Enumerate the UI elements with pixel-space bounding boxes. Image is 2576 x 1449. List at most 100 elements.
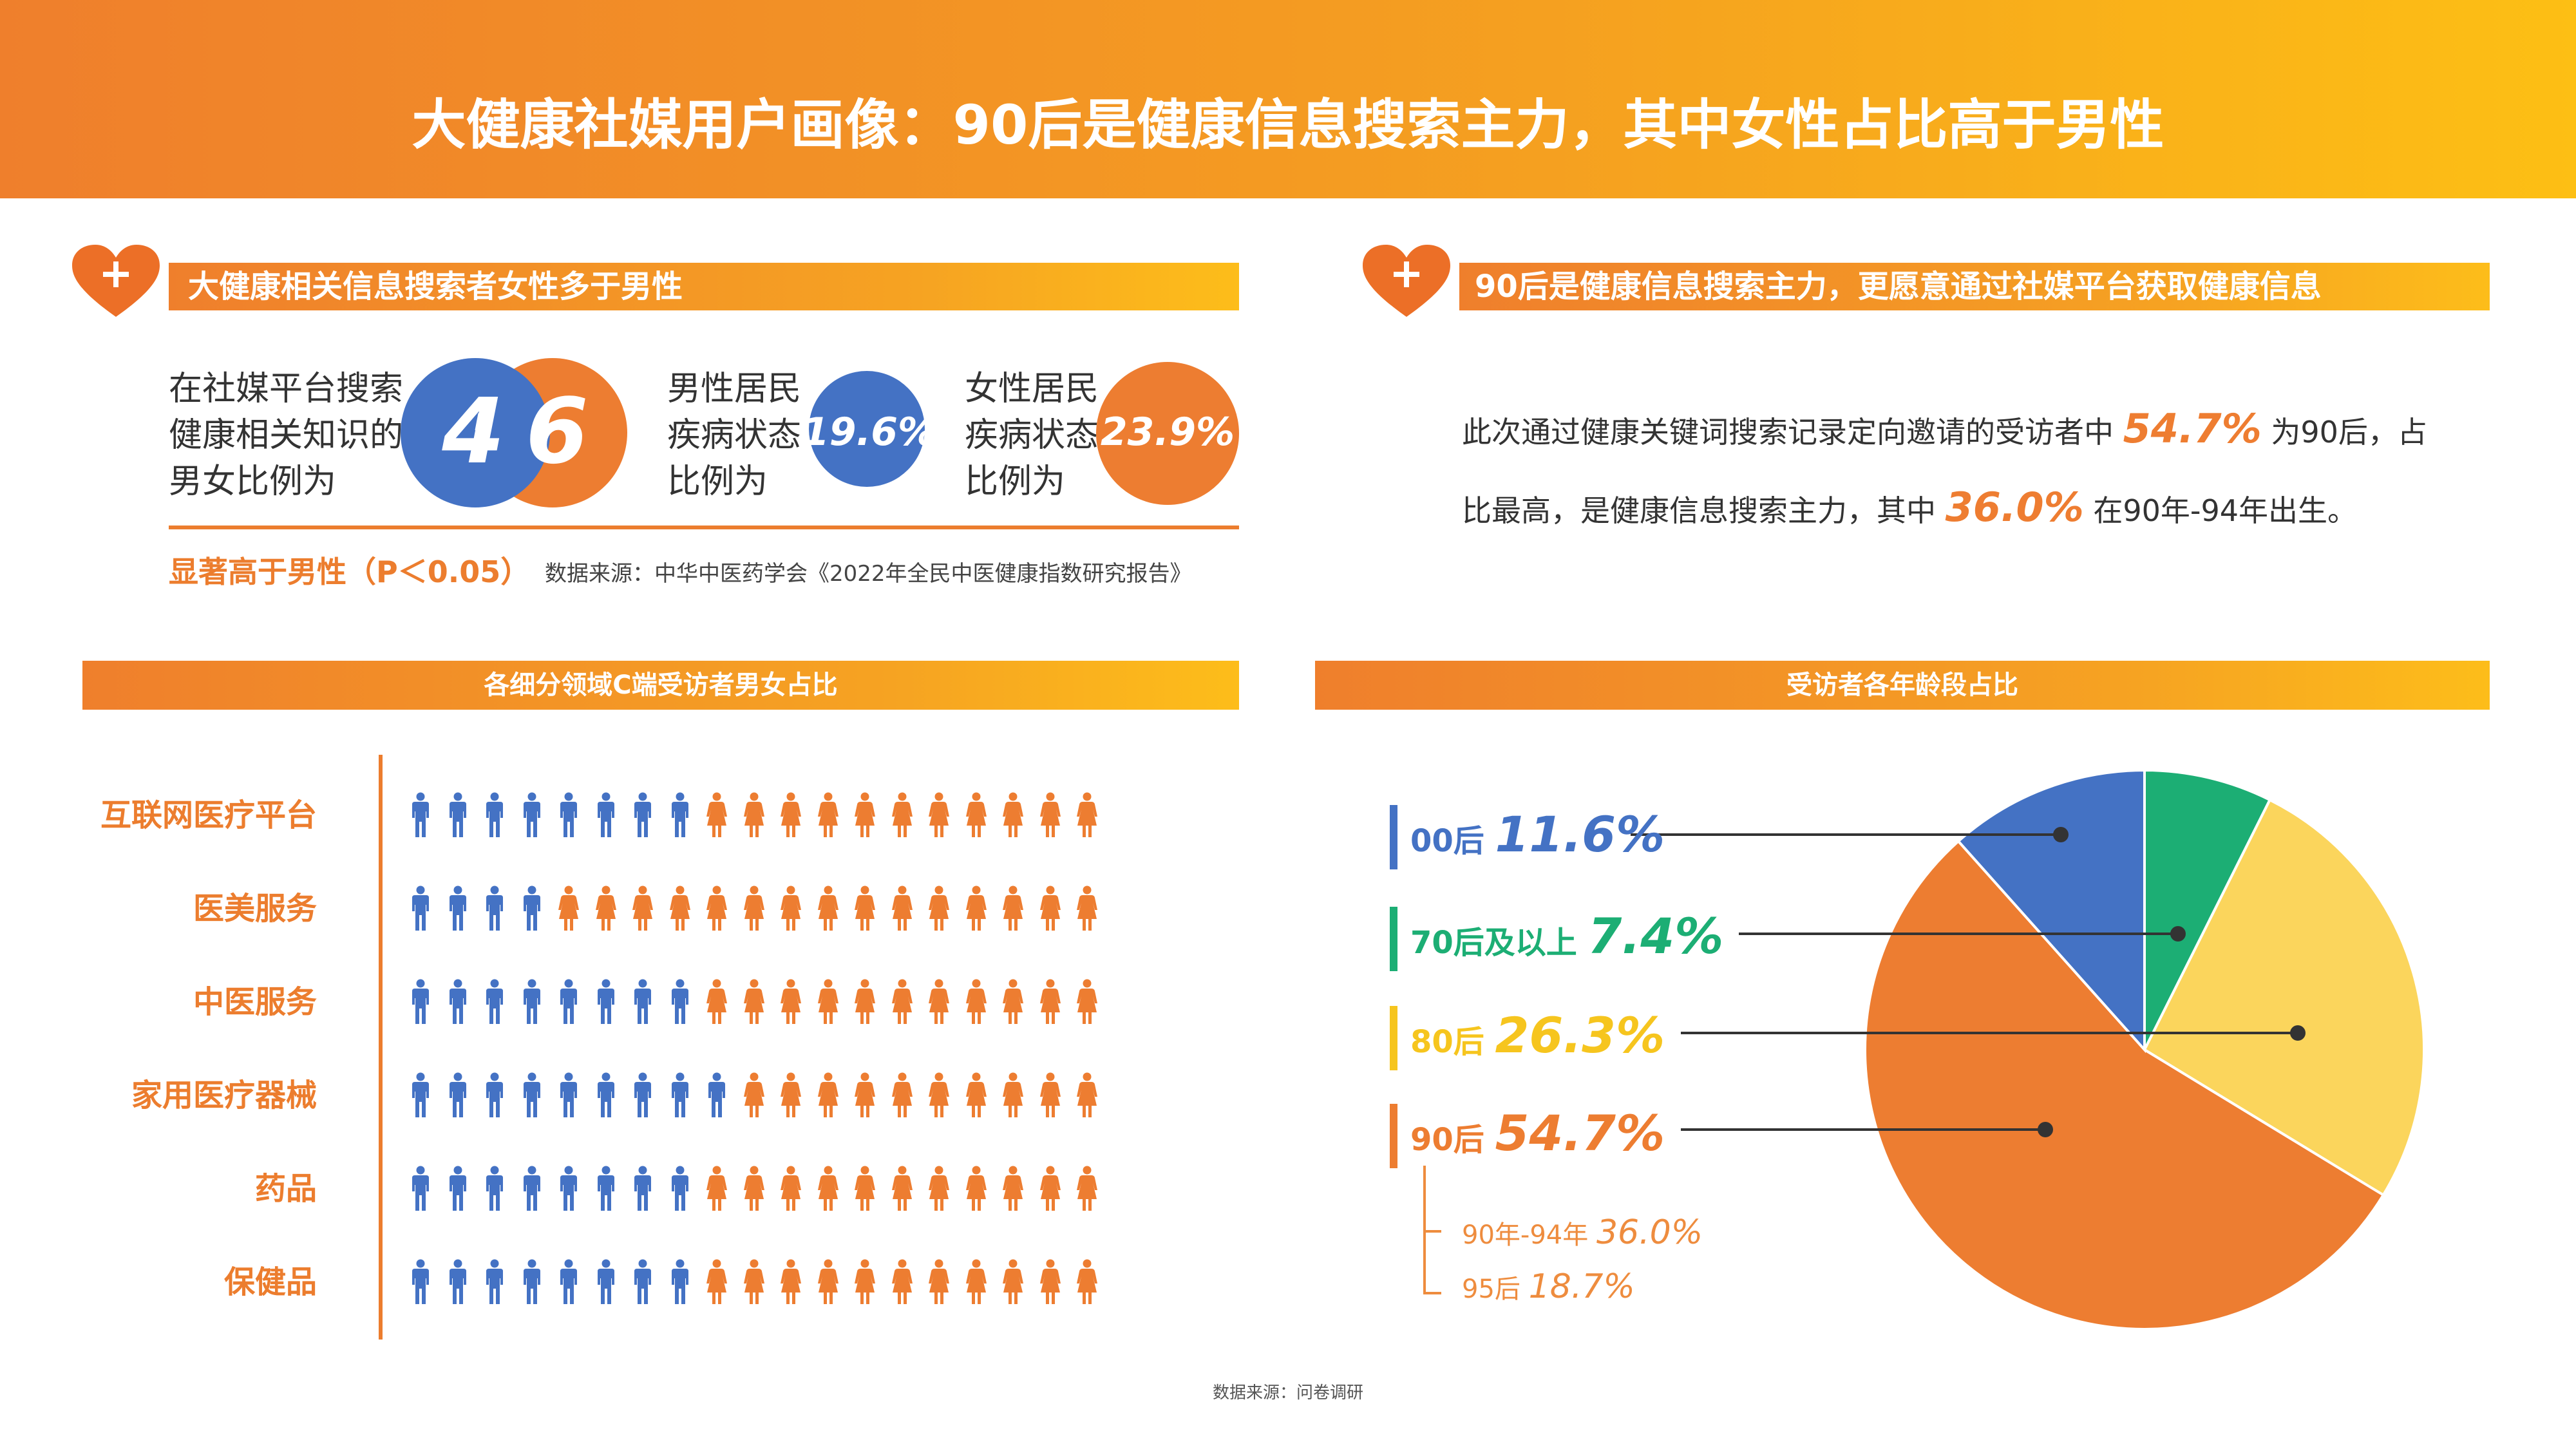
male-person-icon <box>447 886 469 934</box>
male-person-icon <box>521 886 543 934</box>
male-person-icon <box>632 1072 654 1121</box>
stat2-line3: 比例为 <box>667 462 768 501</box>
female-person-icon <box>1039 979 1061 1028</box>
right-section-header: 90后是健康信息搜索主力，更愿意通过社媒平台获取健康信息 <box>1475 269 2322 305</box>
male-person-icon <box>595 1072 617 1121</box>
male-person-icon <box>558 1166 580 1215</box>
ratio-male-value: 4 <box>442 379 505 484</box>
stat3-line1: 女性居民 <box>965 370 1099 408</box>
male-person-icon <box>558 792 580 841</box>
female-person-icon <box>743 792 765 841</box>
legend-80s-bar <box>1390 1006 1397 1070</box>
male-person-icon <box>410 1166 431 1215</box>
right-paragraph-line1: 此次通过健康关键词搜索记录定向邀请的受访者中 54.7% 为90后，占 <box>1462 405 2427 452</box>
female-person-icon <box>965 886 987 934</box>
female-person-icon <box>1076 1166 1098 1215</box>
legend-80s-label: 80后 26.3% <box>1410 1007 1665 1064</box>
female-person-icon <box>928 1072 950 1121</box>
female-person-icon <box>780 1072 802 1121</box>
female-person-icon <box>965 1166 987 1215</box>
pie-slice-80s <box>2143 798 2426 1197</box>
male-person-icon <box>447 1072 469 1121</box>
female-person-icon <box>965 1072 987 1121</box>
legend-00s-leader-dot <box>2053 827 2069 842</box>
legend-70s-leader-dot <box>2170 926 2186 942</box>
legend-90s-leader-dot <box>2038 1122 2053 1137</box>
male-person-icon <box>484 1259 506 1308</box>
pie-title: 受访者各年龄段占比 <box>1786 670 2018 700</box>
female-person-icon <box>706 792 728 841</box>
female-person-icon <box>743 1072 765 1121</box>
male-person-icon <box>632 1166 654 1215</box>
female-person-icon <box>965 1259 987 1308</box>
female-person-icon <box>1039 886 1061 934</box>
significance-note: 显著高于男性（P＜0.05） <box>169 554 531 589</box>
female-person-icon <box>1002 792 1024 841</box>
female-person-icon <box>1076 1259 1098 1308</box>
category-label: 家用医疗器械 <box>131 1077 317 1113</box>
sub-breakdown-item-2: 95后 18.7% <box>1462 1267 1635 1306</box>
category-label: 中医服务 <box>193 984 317 1020</box>
female-person-icon <box>706 1166 728 1215</box>
stat3-line3: 比例为 <box>965 462 1066 501</box>
female-person-icon <box>595 886 617 934</box>
male-person-icon <box>484 886 506 934</box>
female-disease-circle <box>1096 362 1239 505</box>
female-person-icon <box>1076 979 1098 1028</box>
female-person-icon <box>1076 792 1098 841</box>
category-label: 医美服务 <box>193 891 317 927</box>
male-person-icon <box>669 1072 691 1121</box>
male-disease-value: 19.6% <box>802 410 937 455</box>
right-paragraph-line2: 比最高，是健康信息搜索主力，其中 36.0% 在90年-94年出生。 <box>1462 484 2358 531</box>
male-person-icon <box>595 1166 617 1215</box>
sub-breakdown-item-1: 90年-94年 36.0% <box>1462 1213 1703 1252</box>
page-title: 大健康社媒用户画像：90后是健康信息搜索主力，其中女性占比高于男性 <box>412 93 2164 156</box>
female-person-icon <box>1002 886 1024 934</box>
left-section-header: 大健康相关信息搜索者女性多于男性 <box>188 269 683 305</box>
male-person-icon <box>632 979 654 1028</box>
male-person-icon <box>669 792 691 841</box>
female-person-icon <box>743 979 765 1028</box>
female-person-icon <box>891 1259 913 1308</box>
male-person-icon <box>410 979 431 1028</box>
male-person-icon <box>521 792 543 841</box>
stat1-line1: 在社媒平台搜索 <box>169 370 404 408</box>
female-person-icon <box>854 886 876 934</box>
female-person-icon <box>928 979 950 1028</box>
female-person-icon <box>780 792 802 841</box>
female-person-icon <box>854 979 876 1028</box>
female-person-icon <box>706 1259 728 1308</box>
female-person-icon <box>817 792 839 841</box>
legend-90s-bar <box>1390 1104 1397 1168</box>
male-disease-circle <box>809 371 925 487</box>
category-label: 保健品 <box>223 1264 317 1300</box>
female-person-icon <box>854 1259 876 1308</box>
left-section-banner <box>169 263 1239 310</box>
male-person-icon <box>410 1259 431 1308</box>
category-label: 互联网医疗平台 <box>100 797 317 833</box>
female-person-icon <box>1076 1072 1098 1121</box>
legend-90s-label: 90后 54.7% <box>1410 1104 1665 1162</box>
male-person-icon <box>484 1072 506 1121</box>
female-person-icon <box>1002 1166 1024 1215</box>
male-person-icon <box>521 1259 543 1308</box>
female-person-icon <box>780 886 802 934</box>
female-person-icon <box>706 979 728 1028</box>
male-person-icon <box>447 979 469 1028</box>
male-person-icon <box>632 792 654 841</box>
male-person-icon <box>484 1166 506 1215</box>
female-person-icon <box>743 1166 765 1215</box>
female-person-icon <box>891 886 913 934</box>
female-person-icon <box>1039 1072 1061 1121</box>
sub-breakdown-tick-1 <box>1423 1230 1441 1233</box>
female-person-icon <box>780 1166 802 1215</box>
heart-plus-icon-right <box>1363 245 1450 317</box>
female-person-icon <box>891 1166 913 1215</box>
female-person-icon <box>1039 1259 1061 1308</box>
legend-00s-bar <box>1390 805 1397 869</box>
left-divider <box>169 526 1239 529</box>
right-section-banner <box>1459 263 2490 310</box>
stat1-line3: 男女比例为 <box>169 462 337 501</box>
male-person-icon <box>410 886 431 934</box>
male-person-icon <box>521 1166 543 1215</box>
